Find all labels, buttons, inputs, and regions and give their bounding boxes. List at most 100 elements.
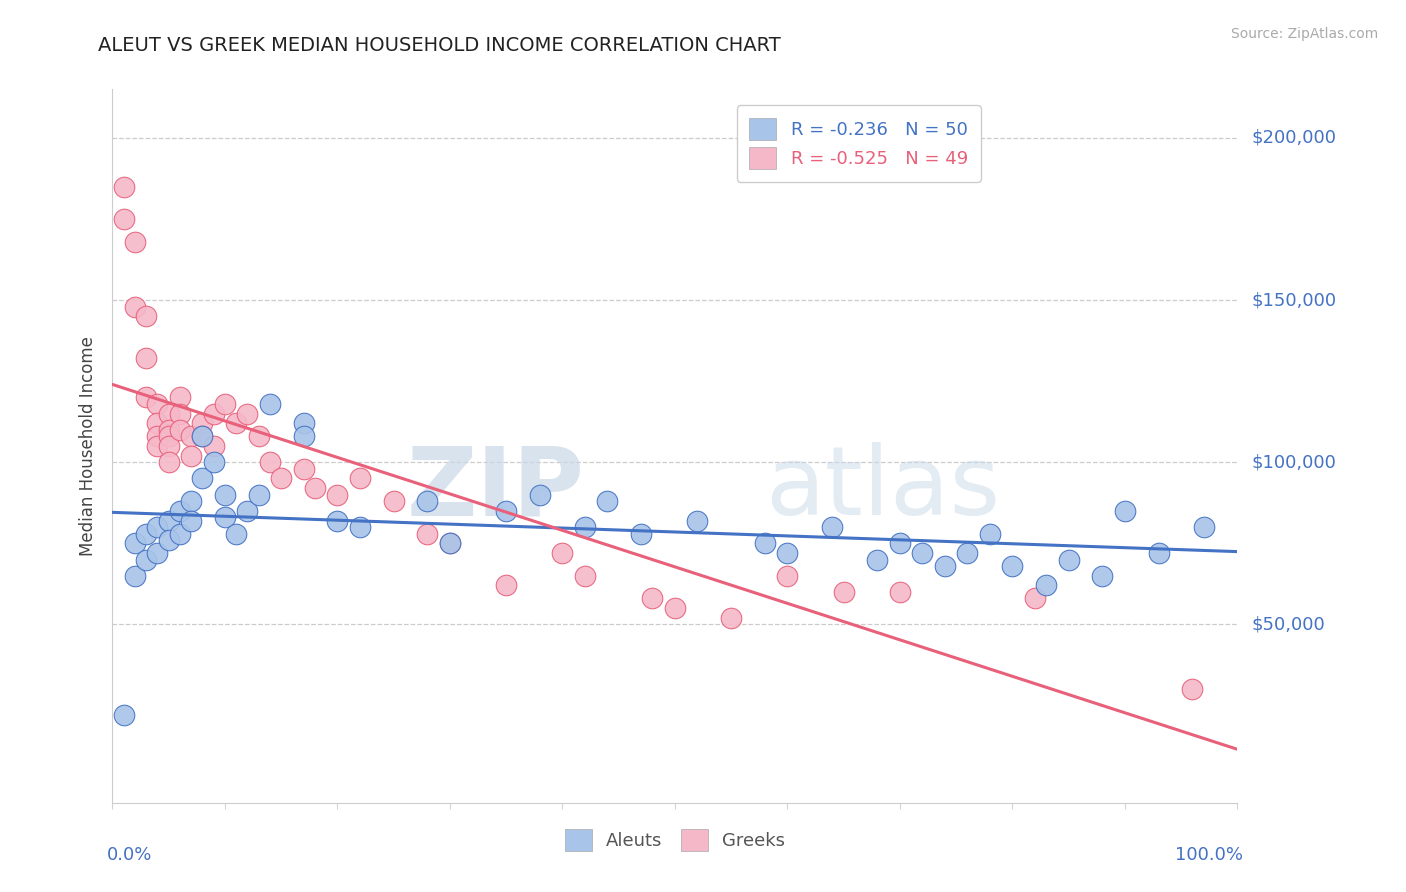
Point — [495, 578, 517, 592]
Point — [304, 481, 326, 495]
Point — [1147, 546, 1170, 560]
Point — [135, 390, 157, 404]
Point — [169, 390, 191, 404]
Point — [979, 526, 1001, 541]
Point — [1001, 559, 1024, 574]
Point — [326, 514, 349, 528]
Y-axis label: Median Household Income: Median Household Income — [79, 336, 97, 556]
Point — [776, 568, 799, 582]
Point — [135, 552, 157, 566]
Point — [225, 417, 247, 431]
Point — [439, 536, 461, 550]
Point — [214, 397, 236, 411]
Point — [157, 455, 180, 469]
Point — [146, 546, 169, 560]
Point — [146, 439, 169, 453]
Point — [180, 449, 202, 463]
Point — [292, 417, 315, 431]
Point — [630, 526, 652, 541]
Point — [236, 504, 259, 518]
Point — [821, 520, 844, 534]
Point — [259, 455, 281, 469]
Point — [202, 455, 225, 469]
Point — [157, 423, 180, 437]
Point — [146, 429, 169, 443]
Point — [124, 235, 146, 249]
Point — [292, 461, 315, 475]
Point — [146, 397, 169, 411]
Point — [686, 514, 709, 528]
Point — [1024, 591, 1046, 606]
Point — [574, 568, 596, 582]
Point — [169, 526, 191, 541]
Point — [720, 611, 742, 625]
Point — [202, 439, 225, 453]
Point — [596, 494, 619, 508]
Point — [191, 429, 214, 443]
Point — [270, 471, 292, 485]
Legend: Aleuts, Greeks: Aleuts, Greeks — [557, 822, 793, 858]
Point — [1192, 520, 1215, 534]
Point — [236, 407, 259, 421]
Point — [1091, 568, 1114, 582]
Point — [135, 351, 157, 366]
Text: $50,000: $50,000 — [1251, 615, 1324, 633]
Point — [551, 546, 574, 560]
Point — [664, 601, 686, 615]
Point — [247, 429, 270, 443]
Text: atlas: atlas — [765, 442, 1000, 535]
Text: Source: ZipAtlas.com: Source: ZipAtlas.com — [1230, 27, 1378, 41]
Text: $100,000: $100,000 — [1251, 453, 1336, 471]
Point — [191, 471, 214, 485]
Point — [180, 429, 202, 443]
Point — [1181, 682, 1204, 697]
Point — [382, 494, 405, 508]
Point — [169, 407, 191, 421]
Point — [292, 429, 315, 443]
Point — [439, 536, 461, 550]
Point — [157, 439, 180, 453]
Point — [1035, 578, 1057, 592]
Text: 100.0%: 100.0% — [1175, 846, 1243, 863]
Point — [124, 568, 146, 582]
Point — [349, 520, 371, 534]
Point — [259, 397, 281, 411]
Point — [169, 504, 191, 518]
Point — [889, 536, 911, 550]
Text: ZIP: ZIP — [406, 442, 585, 535]
Point — [866, 552, 889, 566]
Point — [832, 585, 855, 599]
Point — [495, 504, 517, 518]
Point — [124, 300, 146, 314]
Point — [157, 533, 180, 547]
Point — [934, 559, 956, 574]
Text: $200,000: $200,000 — [1251, 128, 1336, 147]
Point — [191, 417, 214, 431]
Point — [157, 514, 180, 528]
Point — [191, 429, 214, 443]
Point — [247, 488, 270, 502]
Point — [157, 407, 180, 421]
Point — [349, 471, 371, 485]
Point — [326, 488, 349, 502]
Point — [416, 494, 439, 508]
Point — [112, 708, 135, 723]
Point — [180, 514, 202, 528]
Point — [214, 488, 236, 502]
Point — [416, 526, 439, 541]
Point — [529, 488, 551, 502]
Point — [146, 520, 169, 534]
Point — [157, 429, 180, 443]
Point — [889, 585, 911, 599]
Point — [956, 546, 979, 560]
Point — [1114, 504, 1136, 518]
Point — [135, 526, 157, 541]
Point — [776, 546, 799, 560]
Point — [112, 211, 135, 226]
Point — [574, 520, 596, 534]
Point — [135, 310, 157, 324]
Point — [1057, 552, 1080, 566]
Text: 0.0%: 0.0% — [107, 846, 152, 863]
Point — [202, 407, 225, 421]
Point — [112, 179, 135, 194]
